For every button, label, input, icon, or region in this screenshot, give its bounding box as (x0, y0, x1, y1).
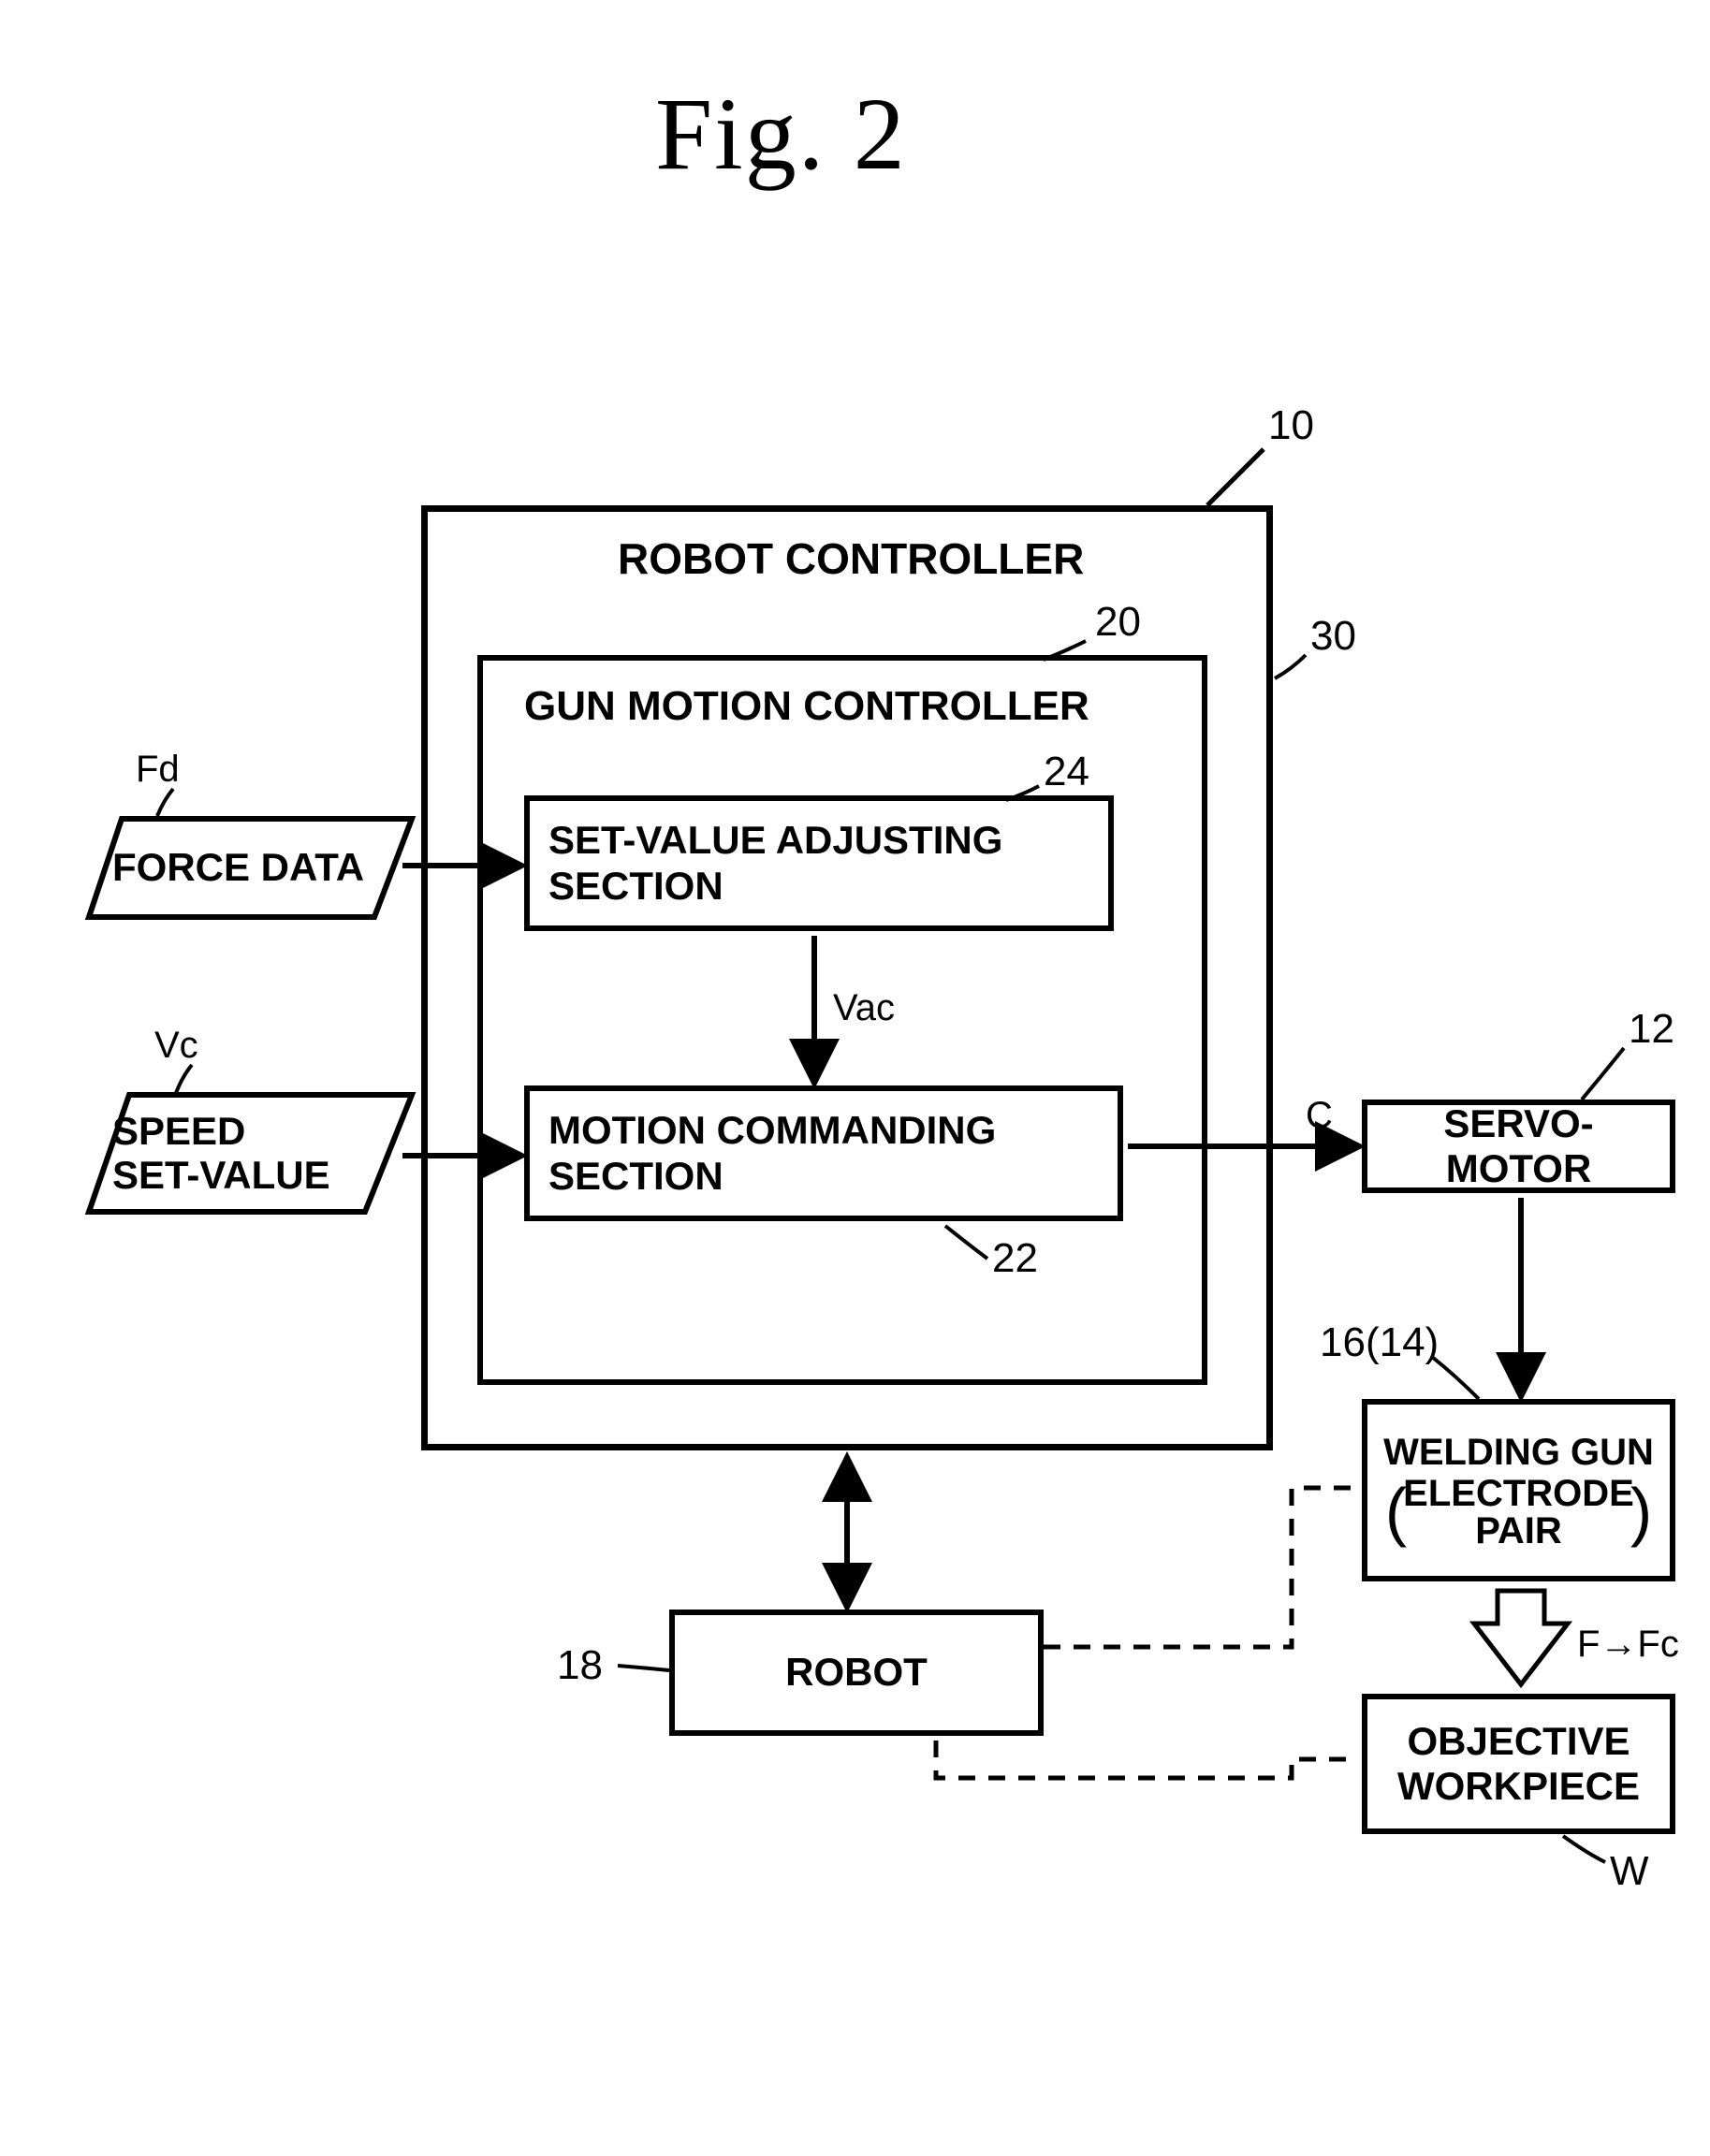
ref-16-14: 16(14) (1320, 1319, 1439, 1366)
signal-fd: Fd (136, 749, 180, 791)
force-data-input: FORCE DATA (84, 814, 402, 922)
force-data-label: FORCE DATA (112, 846, 364, 889)
objective-label-2: WORKPIECE (1397, 1764, 1640, 1809)
set-value-label: SET-VALUE ADJUSTING SECTION (548, 818, 1101, 909)
signal-vc: Vc (154, 1025, 198, 1067)
motion-command-label: MOTION COMMANDING SECTION (548, 1108, 1110, 1199)
block-arrow-icon (1474, 1591, 1568, 1684)
motion-command-section: MOTION COMMANDING SECTION (524, 1085, 1123, 1221)
welding-gun-label-1: WELDING GUN (1383, 1431, 1654, 1474)
welding-gun: WELDING GUN ( ELECTRODE PAIR ) (1362, 1399, 1675, 1581)
robot-controller-title: ROBOT CONTROLLER (618, 533, 1084, 584)
welding-gun-label-2: ELECTRODE (1403, 1475, 1634, 1512)
speed-label-1: SPEED (112, 1110, 330, 1153)
figure-title: Fig. 2 (655, 75, 907, 194)
gun-motion-controller-title: GUN MOTION CONTROLLER (524, 683, 1089, 730)
speed-setvalue-input: SPEED SET-VALUE (84, 1090, 402, 1216)
ref-30: 30 (1310, 613, 1356, 660)
objective-workpiece: OBJECTIVE WORKPIECE (1362, 1694, 1675, 1834)
ref-24: 24 (1044, 749, 1089, 795)
ref-18: 18 (557, 1642, 603, 1689)
ref-10: 10 (1268, 402, 1314, 449)
signal-vac: Vac (833, 987, 895, 1029)
robot-label: ROBOT (785, 1650, 928, 1695)
signal-c: C (1306, 1095, 1333, 1137)
objective-label-1: OBJECTIVE (1407, 1719, 1630, 1764)
robot-box: ROBOT (669, 1610, 1044, 1736)
speed-label-2: SET-VALUE (112, 1154, 330, 1197)
ref-22: 22 (992, 1235, 1038, 1282)
welding-gun-label-3: PAIR (1403, 1512, 1634, 1550)
signal-ffc: F→Fc (1577, 1624, 1679, 1666)
set-value-adjust-section: SET-VALUE ADJUSTING SECTION (524, 795, 1114, 931)
ref-20: 20 (1095, 599, 1141, 646)
ref-12: 12 (1629, 1006, 1674, 1053)
servo-motor: SERVO-MOTOR (1362, 1100, 1675, 1193)
ref-w: W (1610, 1848, 1649, 1895)
servo-motor-label: SERVO-MOTOR (1375, 1101, 1662, 1192)
